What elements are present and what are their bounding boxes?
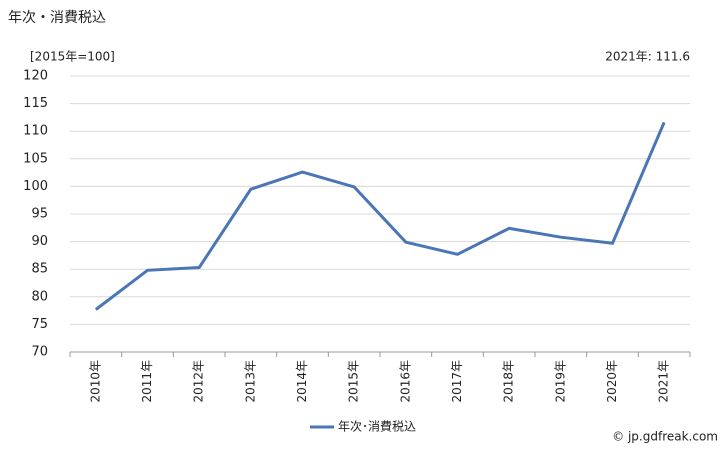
x-tick-label: 2020年 xyxy=(605,360,619,403)
x-tick-label: 2015年 xyxy=(347,360,361,403)
y-tick-label: 70 xyxy=(31,345,48,360)
annotation: 2021年: 111.6 xyxy=(605,50,690,64)
y-tick-label: 85 xyxy=(31,262,48,277)
source: © jp.gdfreak.com xyxy=(612,430,718,444)
x-tick-label: 2018年 xyxy=(502,360,516,403)
x-tick-label: 2021年 xyxy=(657,360,671,403)
y-tick-label: 75 xyxy=(31,317,48,332)
legend-label: 年次･消費税込 xyxy=(338,419,416,434)
x-tick-label: 2017年 xyxy=(450,360,464,403)
y-tick-label: 115 xyxy=(23,96,48,111)
y-tick-label: 100 xyxy=(23,179,48,194)
x-tick-label: 2012年 xyxy=(192,360,206,403)
x-tick-label: 2010年 xyxy=(88,360,102,403)
y-tick-label: 110 xyxy=(23,124,48,139)
y-tick-label: 80 xyxy=(31,289,48,304)
y-tick-label: 90 xyxy=(31,234,48,249)
x-tick-label: 2011年 xyxy=(140,360,154,403)
line xyxy=(94,121,666,311)
x-tick-label: 2019年 xyxy=(553,360,567,403)
y-tick-label: 95 xyxy=(31,207,48,222)
x-tick-label: 2013年 xyxy=(243,360,257,403)
y-tick-label: 120 xyxy=(23,69,48,84)
y-tick-label: 105 xyxy=(23,151,48,166)
x-tick-label: 2014年 xyxy=(295,360,309,403)
chart-title: 年次・消費税込 xyxy=(8,10,106,26)
x-tick-label: 2016年 xyxy=(398,360,412,403)
subtitle: [2015年=100] xyxy=(30,50,115,64)
